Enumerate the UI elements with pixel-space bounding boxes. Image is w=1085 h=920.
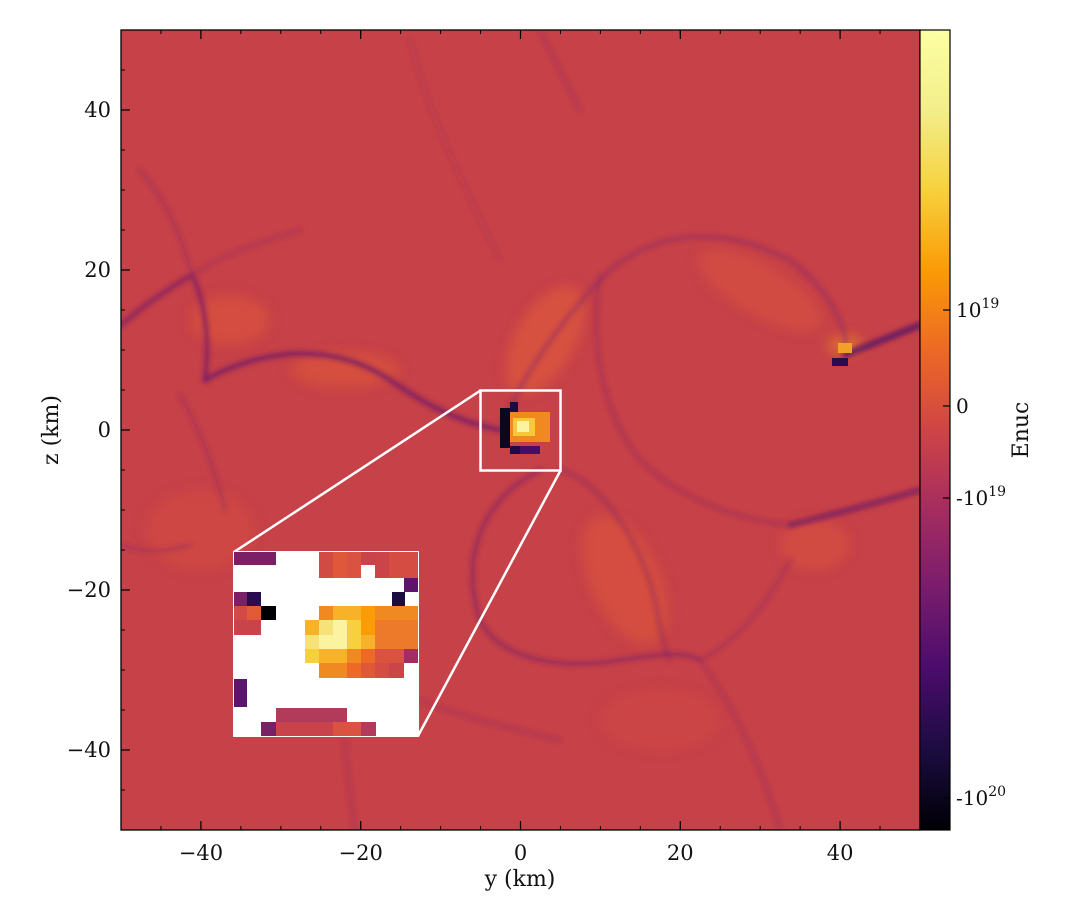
colorbar-tick-label: 0	[956, 394, 969, 418]
y-tick-label: −40	[67, 738, 111, 762]
zoom-source-box	[479, 389, 562, 472]
zoom-connector-top	[233, 389, 482, 554]
x-tick-label: 20	[667, 841, 694, 865]
y-axis-tick-labels: −40 −20 0 20 40	[67, 98, 111, 762]
x-tick-label: 40	[827, 841, 854, 865]
inset-pixels	[234, 552, 418, 736]
y-tick-label: 40	[84, 98, 111, 122]
y-tick-label: 20	[84, 258, 111, 282]
colorbar-tick-label: -1019	[956, 484, 1006, 510]
y-axis-label: z (km)	[39, 395, 64, 465]
colorbar-title: Enuc	[1009, 402, 1034, 459]
y-tick-label: −20	[67, 578, 111, 602]
x-axis-tick-labels: −40 −20 0 20 40	[179, 841, 854, 865]
x-tick-label: −40	[179, 841, 223, 865]
colorbar-gradient	[919, 29, 951, 831]
colorbar: 1019 0 -1019 -1020 Enuc	[919, 29, 1034, 831]
colorbar-tick-label: -1020	[956, 784, 1006, 810]
zoom-inset	[233, 551, 419, 737]
heatmap-hotspot	[500, 343, 852, 454]
colorbar-tick-label: 1019	[956, 296, 999, 322]
x-tick-label: 0	[514, 841, 527, 865]
x-tick-label: −20	[339, 841, 383, 865]
x-axis-label: y (km)	[484, 867, 556, 892]
zoom-connector-bottom	[416, 469, 562, 737]
y-tick-label: 0	[98, 418, 111, 442]
heatmap-filaments	[121, 30, 920, 830]
colorbar-ticks: 1019 0 -1019 -1020	[943, 296, 1006, 810]
y-axis-ticks	[121, 29, 130, 831]
